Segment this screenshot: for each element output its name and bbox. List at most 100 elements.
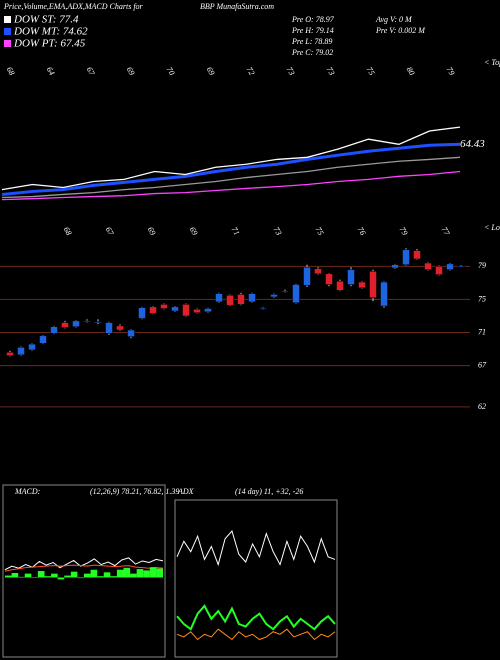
y-tick-label: 71 xyxy=(478,327,486,336)
histogram-bar xyxy=(130,573,137,578)
candle-body xyxy=(391,264,399,269)
panel-label: ADX xyxy=(177,487,195,496)
candle-body xyxy=(435,266,443,275)
series-line xyxy=(4,557,164,571)
candle-body xyxy=(28,343,36,351)
candle-body xyxy=(204,308,212,313)
top-label: 70 xyxy=(165,65,177,76)
candle-body xyxy=(237,294,245,305)
annotation: 64.43 xyxy=(460,138,485,150)
candle-body xyxy=(424,262,432,270)
page-title: Price,Volume,EMA,ADX,MACD Charts for xyxy=(3,2,144,11)
histogram-bar xyxy=(116,569,124,578)
candle-body xyxy=(193,309,201,313)
top-label: 77 xyxy=(440,225,452,237)
series-line xyxy=(1,170,461,201)
candle-body xyxy=(105,322,113,334)
candle-body xyxy=(281,290,289,293)
histogram-bar xyxy=(90,569,98,578)
histogram-bar xyxy=(24,573,32,578)
candle-body xyxy=(270,294,278,298)
volume: Pre V: 0.002 M xyxy=(375,26,426,35)
histogram-bar xyxy=(97,576,104,578)
candle-body xyxy=(259,307,267,309)
candle-body xyxy=(325,273,333,285)
candle-body xyxy=(17,347,25,356)
top-label: 73 xyxy=(325,65,337,76)
series-line xyxy=(1,126,461,191)
top-label: 79 xyxy=(398,225,410,236)
stat: Pre H: 79.14 xyxy=(291,26,334,35)
candle-body xyxy=(402,249,410,265)
top-label: 71 xyxy=(230,225,242,236)
site-name: BBP MunafaSutra.com xyxy=(200,2,274,11)
candle-body xyxy=(50,326,58,334)
histogram-bar xyxy=(31,577,38,578)
top-label: 67 xyxy=(104,225,116,237)
candle-body xyxy=(215,293,223,303)
candle-body xyxy=(347,269,355,285)
histogram-bar xyxy=(70,571,78,578)
candle-body xyxy=(303,266,311,286)
candle-body xyxy=(446,263,454,270)
histogram-bar xyxy=(149,567,157,578)
legend-swatch xyxy=(4,16,11,23)
top-label: 64 xyxy=(45,65,57,76)
histogram-bar xyxy=(84,573,91,578)
histogram-bar xyxy=(57,577,65,580)
corner-label: < Tops xyxy=(484,58,500,67)
legend-label: DOW MT: 74.62 xyxy=(13,26,88,38)
candle-body xyxy=(116,325,124,331)
top-label: 73 xyxy=(285,65,297,76)
histogram-bar xyxy=(123,567,131,578)
candle-body xyxy=(39,335,47,344)
histogram-bar xyxy=(77,577,84,579)
legend-swatch xyxy=(4,40,11,47)
top-label: 68 xyxy=(5,65,17,76)
panel-params: (12,26,9) 78.21, 76.82, 1.39 xyxy=(90,487,179,496)
y-tick-label: 79 xyxy=(478,261,486,270)
series-line xyxy=(1,142,461,196)
histogram-bar xyxy=(136,569,144,578)
top-label: 72 xyxy=(245,65,257,76)
histogram-bar xyxy=(156,568,163,578)
candle-body xyxy=(61,322,69,328)
top-label: 67 xyxy=(85,65,97,77)
histogram-bar xyxy=(44,576,52,578)
candle-body xyxy=(94,321,102,323)
top-label: 68 xyxy=(62,225,74,236)
top-label: 69 xyxy=(146,225,158,236)
legend-label: DOW PT: 67.45 xyxy=(13,38,86,50)
candle-body xyxy=(336,280,344,291)
legend-label: DOW ST: 77.4 xyxy=(13,14,79,26)
top-label: 80 xyxy=(405,65,417,76)
stat: Pre L: 78.89 xyxy=(291,37,332,46)
top-label: 76 xyxy=(356,225,368,236)
histogram-bar xyxy=(143,570,150,578)
candle-body xyxy=(226,295,234,306)
corner-label: < Lows xyxy=(484,223,500,232)
y-tick-label: 62 xyxy=(478,402,486,411)
series-line xyxy=(176,529,336,567)
candle-body xyxy=(380,281,388,307)
candle-body xyxy=(457,265,465,268)
panel-params: (14 day) 11, +32, -26 xyxy=(235,487,303,496)
top-label: 69 xyxy=(188,225,200,236)
candle-body xyxy=(413,250,421,260)
adx-panel xyxy=(174,499,338,658)
candle-body xyxy=(248,293,256,303)
y-tick-label: 67 xyxy=(478,360,487,369)
series-line xyxy=(176,628,336,641)
candle-body xyxy=(127,329,135,337)
top-label: 69 xyxy=(205,65,217,76)
top-label: 75 xyxy=(314,225,326,236)
candle-body xyxy=(72,320,80,327)
stat: Pre O: 78.97 xyxy=(291,15,335,24)
candle-body xyxy=(83,320,91,323)
histogram-bar xyxy=(103,572,111,578)
histogram-bar xyxy=(37,571,45,578)
histogram-bar xyxy=(11,572,19,578)
volume: Avg V: 0 M xyxy=(375,15,413,24)
